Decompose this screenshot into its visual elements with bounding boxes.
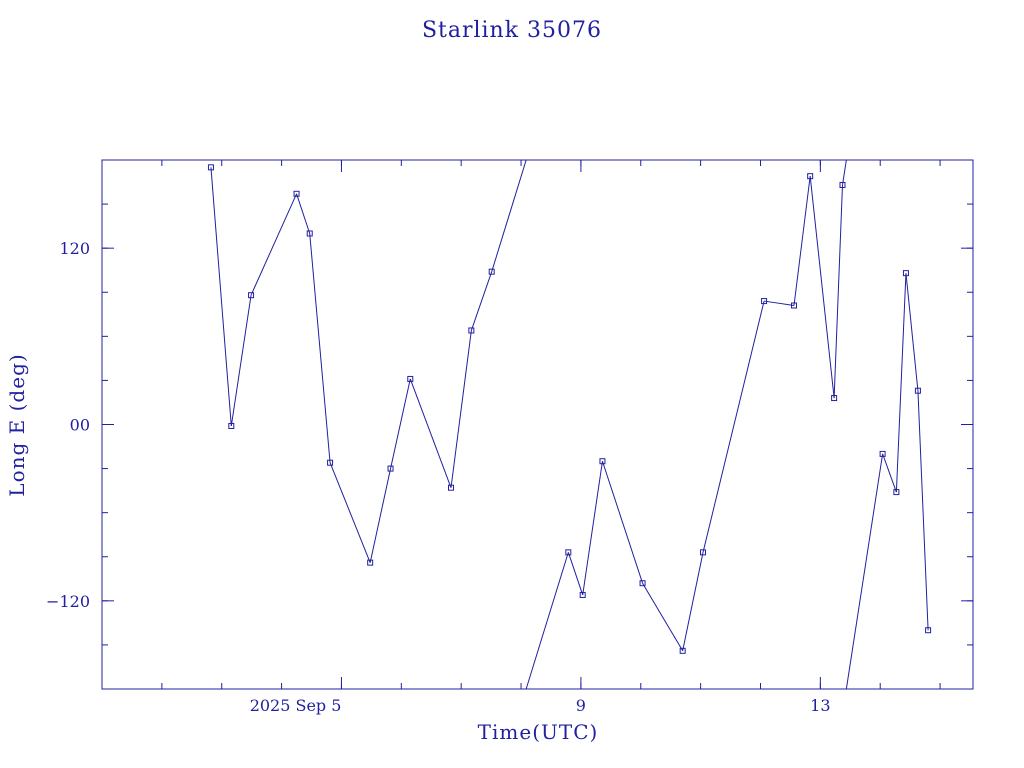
data-point <box>468 327 475 334</box>
data-point <box>879 450 886 457</box>
series-line <box>895 273 907 493</box>
major-ticks <box>102 160 973 689</box>
series-group <box>207 159 932 690</box>
series-line <box>793 176 811 306</box>
data-point <box>807 173 814 180</box>
data-point <box>228 422 235 429</box>
y-tick-label: −120 <box>46 592 90 611</box>
x-tick-label: 13 <box>810 696 830 715</box>
data-point <box>488 268 495 275</box>
data-point <box>327 459 334 466</box>
data-point <box>293 190 300 197</box>
y-tick-label: 120 <box>59 239 90 258</box>
data-point <box>207 164 214 171</box>
data-point <box>791 302 798 309</box>
data-point <box>639 580 646 587</box>
data-point <box>599 458 606 465</box>
series-line <box>702 300 765 553</box>
series-line <box>845 453 884 690</box>
series-line <box>296 193 311 234</box>
x-tick-label: 2025 Sep 5 <box>250 696 342 715</box>
x-tick-label: 9 <box>576 696 586 715</box>
data-point <box>839 181 846 188</box>
series-line <box>642 582 684 652</box>
data-point <box>367 559 374 566</box>
series-line <box>409 378 452 488</box>
data-point <box>831 395 838 402</box>
series-line <box>525 552 569 690</box>
series-line <box>329 462 371 563</box>
data-point <box>761 298 768 305</box>
series-line <box>250 193 298 296</box>
series-line <box>833 184 843 399</box>
data-point <box>925 627 932 634</box>
series-line <box>450 330 472 488</box>
data-point <box>902 270 909 277</box>
series-line <box>491 159 527 272</box>
series-line <box>882 453 897 493</box>
series-line <box>582 461 603 596</box>
series-line <box>369 468 392 563</box>
data-point <box>700 549 707 556</box>
data-point <box>579 591 586 598</box>
data-point <box>447 484 454 491</box>
tick-labels: 2025 Sep 5 9 13 120 00 −120 <box>46 239 830 715</box>
series-line <box>601 461 644 584</box>
data-point <box>914 387 921 394</box>
y-axis-label: Long E (deg) <box>5 353 29 496</box>
series-line <box>764 300 795 306</box>
y-tick-label: 00 <box>70 416 90 435</box>
series-line <box>230 295 252 427</box>
series-line <box>809 176 835 399</box>
series-line <box>390 378 411 469</box>
series-line <box>905 273 919 391</box>
series-line <box>917 390 929 631</box>
series-line <box>309 233 331 463</box>
series-line <box>842 159 847 186</box>
series-line <box>470 271 493 331</box>
data-point <box>248 292 255 299</box>
series-line <box>210 167 232 427</box>
x-axis-label: Time(UTC) <box>478 720 599 744</box>
data-point <box>306 230 313 237</box>
chart-title: Starlink 35076 <box>422 18 602 43</box>
data-point <box>893 489 900 496</box>
data-point <box>565 549 572 556</box>
data-point <box>679 647 686 654</box>
minor-ticks <box>101 160 973 689</box>
series-line <box>682 552 704 651</box>
series-line <box>567 552 584 596</box>
plot-frame <box>101 159 974 690</box>
data-point <box>387 465 394 472</box>
data-point <box>407 375 414 382</box>
